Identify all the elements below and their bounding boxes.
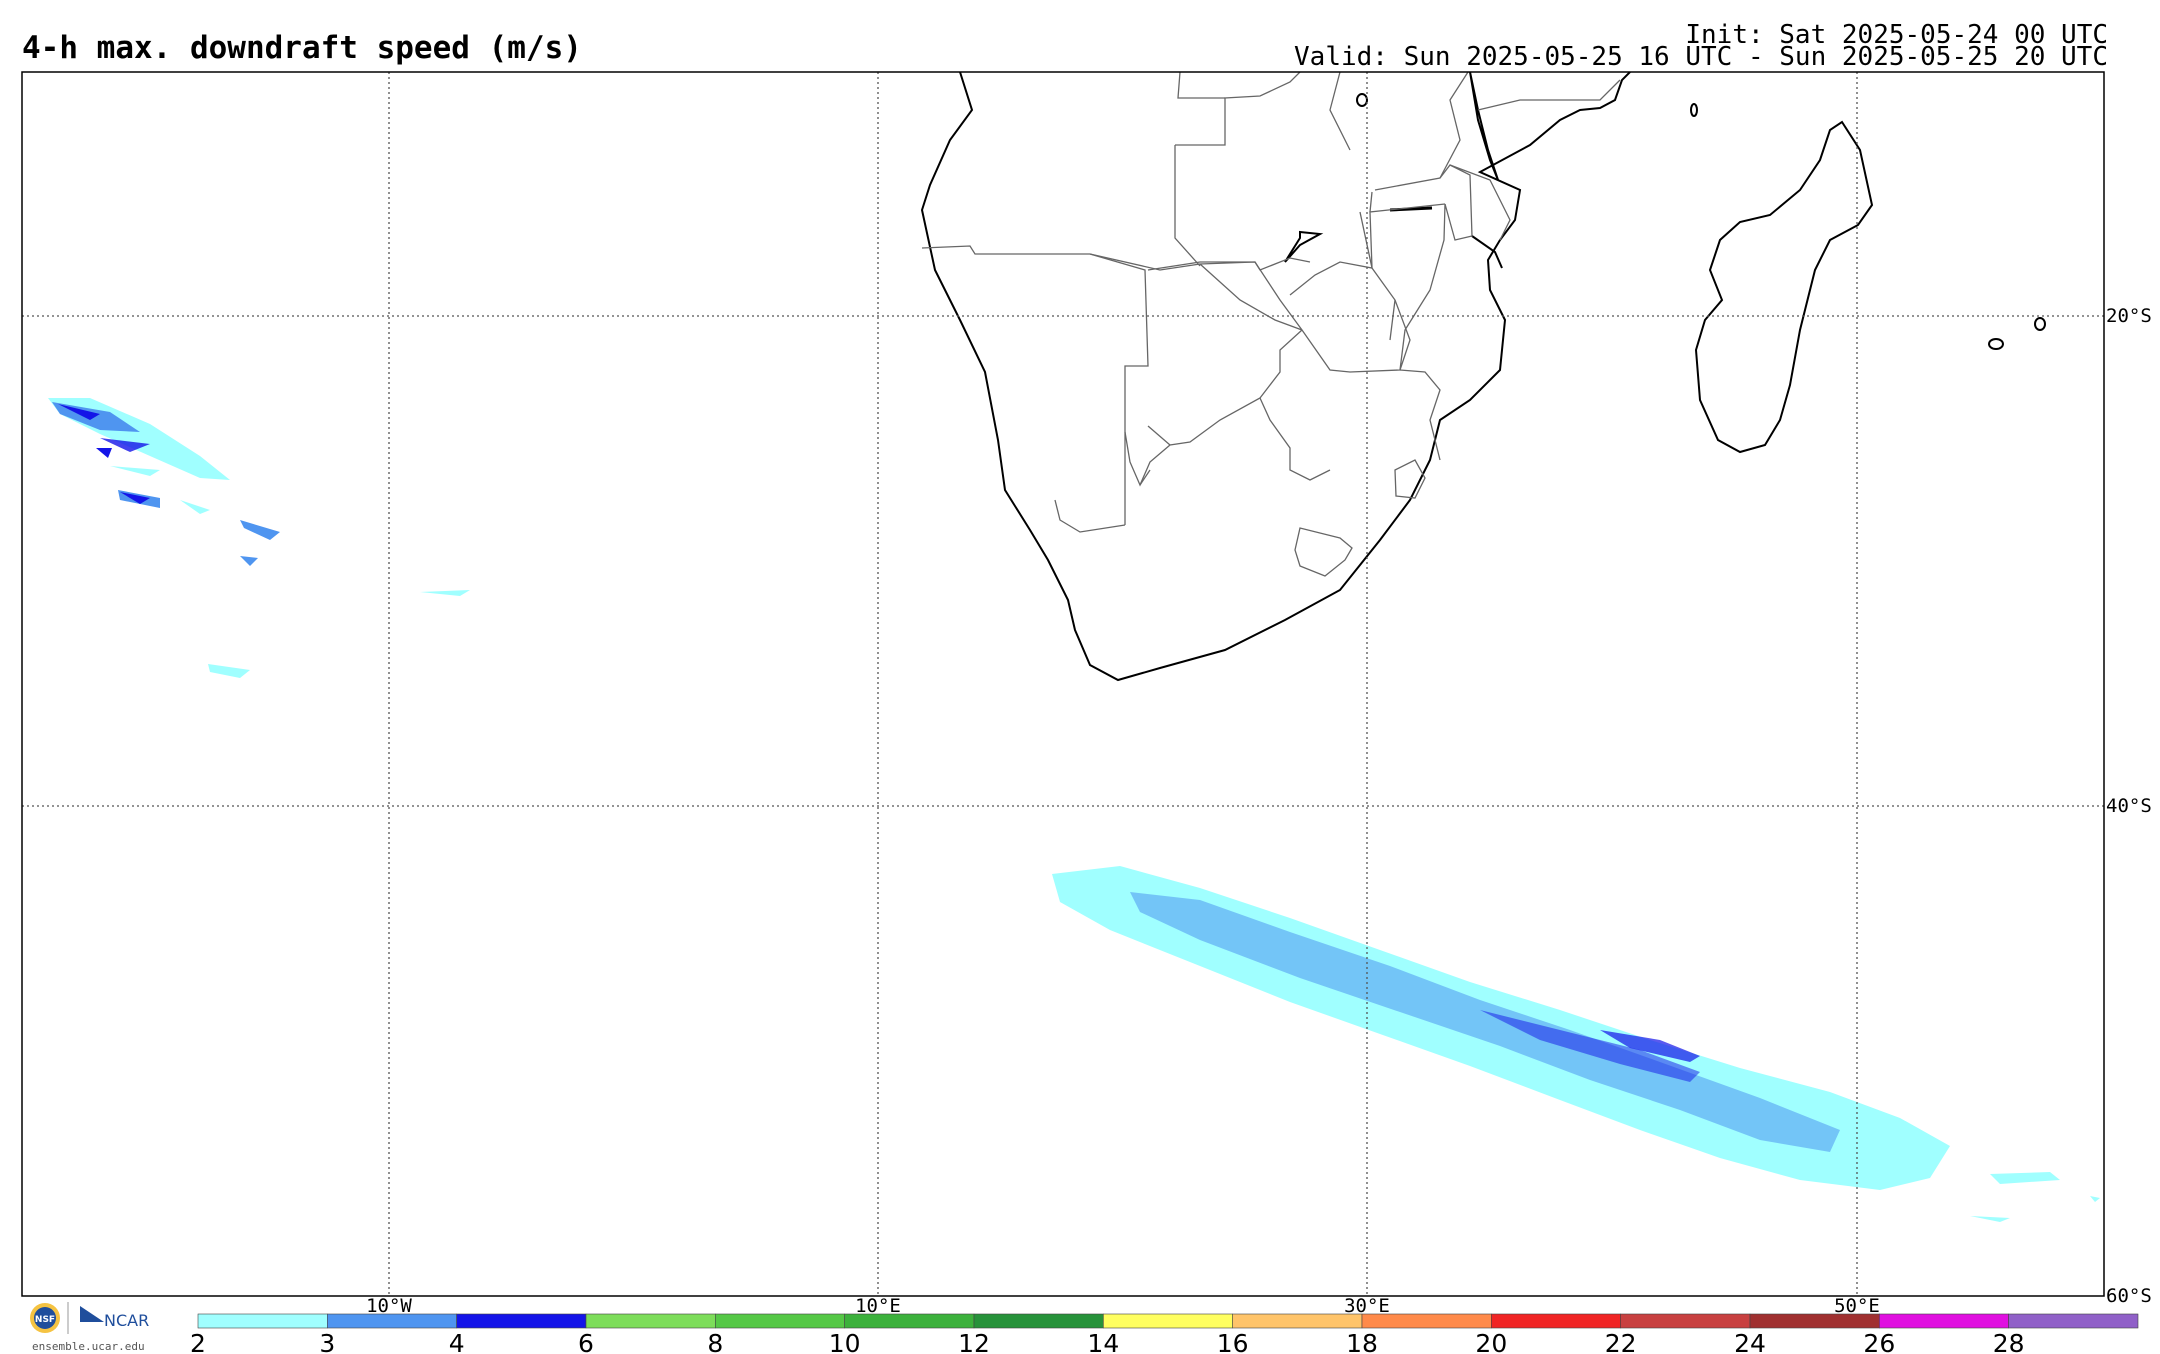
ncar-logo-text: NCAR bbox=[104, 1311, 149, 1330]
colorbar-tick-label: 2 bbox=[190, 1329, 206, 1354]
lon-label-50e: 50°E bbox=[1834, 1295, 1880, 1317]
colorbar-swatch bbox=[1103, 1313, 1233, 1329]
colorbar-tick-label: 10 bbox=[829, 1329, 861, 1354]
colorbar-swatch bbox=[1879, 1313, 2009, 1329]
colorbar-swatch bbox=[715, 1313, 845, 1329]
colorbar-swatch bbox=[585, 1313, 716, 1329]
map-title: 4-h max. downdraft speed (m/s) bbox=[22, 30, 582, 66]
colorbar-swatch bbox=[1749, 1313, 1880, 1329]
site-credit: ensemble.ucar.edu bbox=[32, 1340, 145, 1353]
lon-label-10e: 10°E bbox=[855, 1295, 901, 1317]
map-frame bbox=[21, 71, 2105, 1297]
lat-label-20s: 20°S bbox=[2106, 305, 2152, 327]
ncar-logo-icon bbox=[80, 1306, 104, 1322]
colorbar-swatch bbox=[197, 1313, 328, 1329]
colorbar-swatch bbox=[456, 1313, 587, 1329]
nsf-logo-text: NSF bbox=[35, 1315, 55, 1325]
colorbar-swatch bbox=[1491, 1313, 1621, 1329]
lat-label-40s: 40°S bbox=[2106, 795, 2152, 817]
colorbar-tick-label: 4 bbox=[449, 1329, 465, 1354]
colorbar-swatch bbox=[327, 1313, 457, 1329]
colorbar-tick-label: 6 bbox=[578, 1329, 594, 1354]
colorbar-tick-label: 3 bbox=[319, 1329, 335, 1354]
colorbar-tick-label: 16 bbox=[1217, 1329, 1249, 1354]
colorbar-swatch bbox=[973, 1313, 1104, 1329]
nsf-ncar-logos: NSF NCAR ensemble.ucar.edu bbox=[30, 1302, 149, 1353]
colorbar-swatch bbox=[1361, 1313, 1492, 1329]
colorbar-tick-label: 12 bbox=[958, 1329, 990, 1354]
graticule bbox=[22, 72, 2104, 1296]
colorbar-swatch bbox=[1620, 1313, 1751, 1329]
valid-time: Valid: Sun 2025-05-25 16 UTC - Sun 2025-… bbox=[1294, 42, 2108, 72]
lon-label-10w: 10°W bbox=[366, 1295, 412, 1317]
downdraft-shading bbox=[48, 398, 2100, 1222]
colorbar-tick-label: 18 bbox=[1346, 1329, 1378, 1354]
colorbar-tick-label: 14 bbox=[1087, 1329, 1119, 1354]
colorbar-tick-label: 22 bbox=[1605, 1329, 1637, 1354]
init-time: Init: Sat 2025-05-24 00 UTC bbox=[1685, 20, 2108, 50]
colorbar-swatch bbox=[2008, 1313, 2139, 1329]
colorbar-tick-label: 28 bbox=[1993, 1329, 2025, 1354]
coastlines bbox=[920, 72, 2046, 682]
colorbar-tick-label: 24 bbox=[1734, 1329, 1766, 1354]
colorbar: 2 3 4 6 8 10 12 14 16 18 20 22 24 26 28 bbox=[190, 1313, 2139, 1354]
colorbar-tick-label: 26 bbox=[1863, 1329, 1895, 1354]
colorbar-tick-label: 8 bbox=[707, 1329, 723, 1354]
colorbar-tick-label: 20 bbox=[1475, 1329, 1507, 1354]
lon-label-30e: 30°E bbox=[1344, 1295, 1390, 1317]
colorbar-swatch bbox=[1232, 1313, 1363, 1329]
colorbar-swatch bbox=[844, 1313, 975, 1329]
lat-label-60s: 60°S bbox=[2106, 1285, 2152, 1307]
